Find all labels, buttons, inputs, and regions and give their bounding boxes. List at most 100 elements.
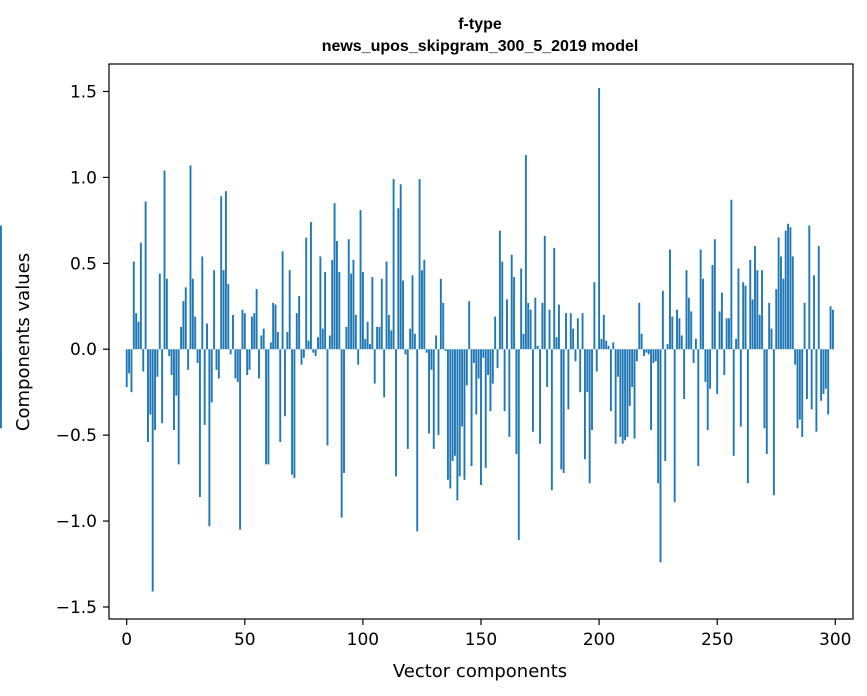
bar — [801, 349, 804, 437]
bar — [305, 237, 308, 350]
bar — [430, 349, 433, 370]
bar — [728, 318, 730, 350]
bar — [142, 349, 145, 372]
bar — [583, 349, 586, 460]
bar — [276, 332, 279, 350]
bar — [494, 316, 497, 350]
bar — [331, 259, 334, 350]
bar — [227, 283, 230, 350]
bar — [555, 337, 558, 350]
bar — [683, 349, 686, 400]
bar — [135, 313, 138, 350]
bar — [161, 349, 164, 424]
x-tick-label: 150 — [465, 630, 497, 650]
bar — [217, 349, 220, 379]
bar — [515, 349, 518, 455]
bar — [550, 349, 553, 491]
bar — [222, 270, 225, 350]
bar — [286, 332, 289, 350]
bar — [319, 256, 322, 350]
y-tick-label: 1.5 — [70, 82, 97, 102]
bar — [588, 349, 591, 484]
bar — [288, 270, 291, 350]
bar — [206, 323, 208, 350]
bar — [487, 349, 490, 376]
bar — [380, 278, 383, 350]
bar — [791, 256, 794, 350]
bar — [751, 299, 754, 350]
bar — [279, 349, 282, 443]
bar — [607, 345, 610, 350]
bar — [208, 349, 211, 527]
bar — [532, 349, 534, 432]
x-tick-label: 100 — [347, 630, 379, 650]
bar — [659, 349, 662, 563]
bar — [149, 349, 152, 415]
bar — [794, 349, 797, 365]
y-tick-label: −1.0 — [56, 512, 97, 532]
bar — [435, 335, 438, 350]
bar — [810, 349, 813, 410]
bar — [539, 349, 541, 444]
bar — [246, 349, 249, 376]
bar — [458, 349, 461, 477]
bar — [633, 349, 636, 439]
bar — [298, 295, 301, 350]
bar — [307, 340, 310, 350]
bar — [624, 349, 627, 441]
bar — [739, 349, 742, 427]
bar — [449, 349, 452, 489]
bar — [203, 349, 206, 425]
bar — [614, 349, 617, 444]
bar — [673, 349, 676, 503]
bar — [291, 349, 293, 475]
bar — [635, 349, 638, 362]
bar — [527, 302, 530, 350]
bar — [463, 349, 466, 480]
bar — [591, 349, 593, 430]
bar — [354, 314, 357, 350]
bar — [711, 265, 714, 350]
bar — [763, 349, 766, 429]
bar — [406, 349, 409, 449]
y-tick-label: 0.5 — [70, 254, 97, 274]
bar — [258, 349, 260, 379]
bar — [666, 344, 669, 350]
bar — [184, 287, 187, 350]
bar — [446, 349, 449, 480]
bar — [480, 349, 482, 485]
bar — [529, 309, 532, 350]
bar — [569, 313, 572, 350]
bar — [709, 349, 712, 389]
bar — [262, 328, 265, 350]
bar — [562, 349, 565, 473]
bar — [139, 242, 142, 350]
bar — [626, 349, 629, 437]
bar — [295, 313, 298, 350]
bar — [720, 292, 723, 350]
bar — [267, 349, 270, 465]
bar — [612, 342, 615, 350]
bar — [643, 349, 645, 357]
bar — [754, 246, 756, 350]
bar — [680, 335, 683, 350]
bar — [780, 256, 782, 350]
y-axis-ticks: −1.5 −1.0 −0.5 0.0 0.5 1.0 1.5 — [56, 82, 109, 618]
bar — [805, 349, 808, 400]
bar — [475, 349, 478, 415]
bar — [508, 349, 511, 437]
bar — [704, 349, 707, 382]
y-tick-label: −1.5 — [56, 598, 97, 618]
bar — [317, 337, 319, 350]
bar — [361, 271, 364, 350]
bar — [829, 306, 832, 350]
bar — [787, 223, 789, 350]
bar — [281, 251, 284, 350]
bar — [284, 349, 286, 417]
bar — [775, 289, 778, 350]
bar — [543, 235, 546, 350]
bar — [541, 302, 544, 350]
bar — [130, 349, 133, 393]
bar — [817, 246, 820, 350]
bar — [482, 349, 485, 358]
